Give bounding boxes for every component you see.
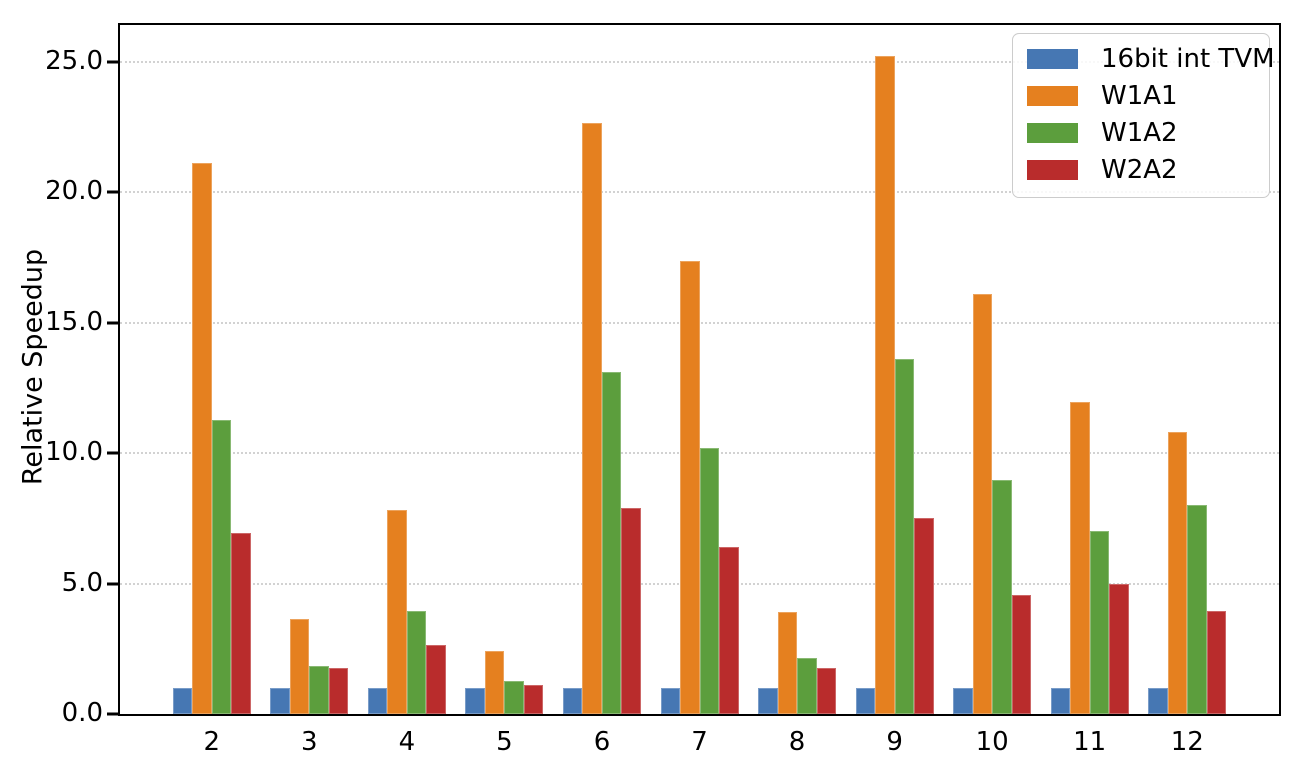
bar-group-11 <box>1041 25 1139 714</box>
bar-w1a2-x4 <box>406 610 427 714</box>
x-tick-label: 4 <box>398 727 416 757</box>
bar-group-6 <box>553 25 651 714</box>
bar-group-2 <box>163 25 261 714</box>
bar-16bit-int-tvm-x5 <box>465 687 485 714</box>
bar-w1a2-x10 <box>992 480 1012 714</box>
bar-w1a1-x10 <box>972 293 993 714</box>
bar-16bit-int-tvm-x11 <box>1050 687 1071 714</box>
bar-w1a2-x6 <box>601 372 622 714</box>
bar-16bit-int-tvm-x6 <box>562 687 583 714</box>
y-tick-mark <box>107 712 118 716</box>
bar-w1a2-x2 <box>211 420 232 714</box>
legend-swatch-icon <box>1027 49 1078 69</box>
x-tick-label: 12 <box>1170 727 1204 757</box>
bar-w1a1-x3 <box>289 618 310 714</box>
gridline <box>120 60 1279 63</box>
y-tick-mark <box>107 60 118 63</box>
bar-w2a2-x8 <box>816 668 837 714</box>
bar-16bit-int-tvm-x10 <box>953 687 973 714</box>
bar-16bit-int-tvm-x9 <box>855 687 876 714</box>
bar-group-10 <box>943 25 1041 714</box>
y-tick-label: 20.0 <box>45 175 103 206</box>
bar-16bit-int-tvm-x2 <box>172 687 193 714</box>
bar-group-9 <box>846 25 944 714</box>
bar-w2a2-x10 <box>1011 595 1032 714</box>
y-tick-label: 15.0 <box>45 306 103 337</box>
legend-label: 16bit int TVM <box>1101 44 1275 74</box>
legend-swatch-icon <box>1027 86 1078 106</box>
bar-w2a2-x4 <box>426 644 446 714</box>
bar-w2a2-x12 <box>1206 610 1227 714</box>
legend-item: W1A1 <box>1027 81 1255 111</box>
bar-w2a2-x7 <box>719 546 739 714</box>
bar-group-8 <box>748 25 846 714</box>
y-tick-label: 5.0 <box>61 567 103 598</box>
bar-w1a2-x12 <box>1187 505 1207 714</box>
y-tick-mark <box>107 190 118 194</box>
legend: 16bit int TVM W1A1 W1A2 W2A2 <box>1012 33 1275 198</box>
gridline <box>120 191 1279 193</box>
bar-16bit-int-tvm-x4 <box>367 687 388 714</box>
bar-w1a1-x4 <box>387 510 407 714</box>
legend-swatch-icon <box>1027 160 1078 180</box>
x-tick-label: 3 <box>301 727 318 757</box>
y-tick-mark <box>107 451 118 455</box>
x-tick-label: 6 <box>593 727 611 757</box>
bar-group-5 <box>456 25 554 714</box>
legend-label: W2A2 <box>1101 155 1178 185</box>
legend-item: W1A2 <box>1027 118 1255 148</box>
plot-area: 16bit int TVM W1A1 W1A2 W2A2 <box>118 23 1281 716</box>
bar-w1a2-x9 <box>894 359 915 714</box>
bar-w2a2-x6 <box>621 507 641 714</box>
bar-w1a1-x6 <box>582 122 602 714</box>
bar-w2a2-x2 <box>231 532 251 714</box>
bar-group-4 <box>358 25 456 714</box>
y-tick-mark <box>107 582 118 585</box>
bar-16bit-int-tvm-x12 <box>1148 687 1168 714</box>
bar-w2a2-x11 <box>1109 583 1129 714</box>
bar-group-12 <box>1138 25 1236 714</box>
y-tick-label: 10.0 <box>45 436 103 467</box>
bar-w2a2-x9 <box>914 518 934 714</box>
legend-label: W1A2 <box>1101 118 1178 148</box>
bar-16bit-int-tvm-x3 <box>270 687 290 714</box>
bar-16bit-int-tvm-x7 <box>660 687 680 714</box>
y-tick-label: 25.0 <box>45 45 103 76</box>
x-tick-label: 8 <box>788 727 806 757</box>
bar-w1a2-x5 <box>504 681 524 714</box>
legend-label: W1A1 <box>1101 81 1178 111</box>
bar-w2a2-x5 <box>523 685 544 714</box>
x-tick-label: 7 <box>691 727 708 757</box>
bar-w2a2-x3 <box>328 668 349 714</box>
bar-w1a1-x12 <box>1167 432 1188 714</box>
bar-16bit-int-tvm-x8 <box>758 687 778 714</box>
bar-w1a2-x11 <box>1089 531 1110 714</box>
y-tick-mark <box>107 321 118 324</box>
bar-group-3 <box>261 25 359 714</box>
bar-group-7 <box>651 25 749 714</box>
bar-groups <box>163 25 1236 714</box>
x-tick-label: 9 <box>886 727 903 757</box>
bar-w1a1-x8 <box>777 612 798 714</box>
bar-w1a1-x5 <box>484 651 505 714</box>
bar-w1a1-x9 <box>875 56 895 714</box>
bar-w1a2-x3 <box>309 665 329 714</box>
x-tick-label: 10 <box>975 727 1009 757</box>
bar-w1a1-x11 <box>1070 402 1090 714</box>
legend-item: W2A2 <box>1027 155 1255 185</box>
bar-w1a2-x7 <box>699 447 719 714</box>
bar-w1a1-x2 <box>192 163 212 714</box>
legend-item: 16bit int TVM <box>1027 44 1275 74</box>
bar-w1a2-x8 <box>797 657 817 714</box>
x-tick-label: 11 <box>1073 727 1107 757</box>
y-tick-label: 0.0 <box>61 697 103 728</box>
legend-swatch-icon <box>1027 123 1078 143</box>
gridline <box>120 321 1279 324</box>
x-tick-label: 2 <box>203 727 221 757</box>
x-axis-tick-labels: 2 3 4 5 6 7 8 9 10 11 12 <box>163 727 1236 763</box>
bar-w1a1-x7 <box>680 261 700 714</box>
x-tick-label: 5 <box>496 727 513 757</box>
